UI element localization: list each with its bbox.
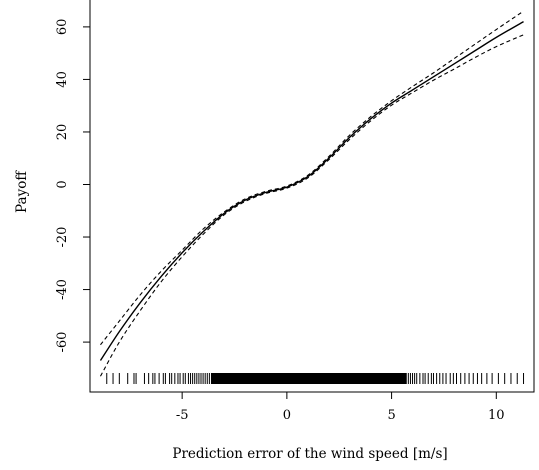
x-axis-title: Prediction error of the wind speed [m/s] bbox=[172, 446, 447, 462]
rug-dense-band bbox=[211, 373, 407, 384]
y-tick-label: 60 bbox=[55, 19, 70, 36]
upper-confidence-line bbox=[100, 10, 524, 346]
plot-frame-group bbox=[89, 0, 535, 393]
y-tick-label: 20 bbox=[55, 124, 70, 141]
y-tick-label: 40 bbox=[55, 71, 70, 88]
plot-frame bbox=[89, 0, 535, 393]
x-tick-label: 10 bbox=[488, 408, 505, 423]
x-tick-label: -5 bbox=[176, 408, 189, 423]
fit-line bbox=[99, 21, 524, 361]
y-tick-label: -40 bbox=[55, 279, 70, 300]
x-tick-label: 5 bbox=[387, 408, 395, 423]
y-tick-label: -60 bbox=[55, 332, 70, 353]
rug-layer bbox=[106, 373, 525, 384]
x-axis: -5 0 5 10 bbox=[176, 392, 505, 423]
lower-confidence-line bbox=[99, 34, 524, 377]
x-tick-label: 0 bbox=[283, 408, 291, 423]
y-axis-title: Payoff bbox=[14, 170, 30, 213]
y-tick-label: 0 bbox=[55, 180, 70, 188]
y-tick-label: -20 bbox=[55, 227, 70, 248]
curves-layer bbox=[99, 10, 524, 377]
y-axis: -60 -40 -20 0 20 40 60 bbox=[55, 19, 90, 353]
